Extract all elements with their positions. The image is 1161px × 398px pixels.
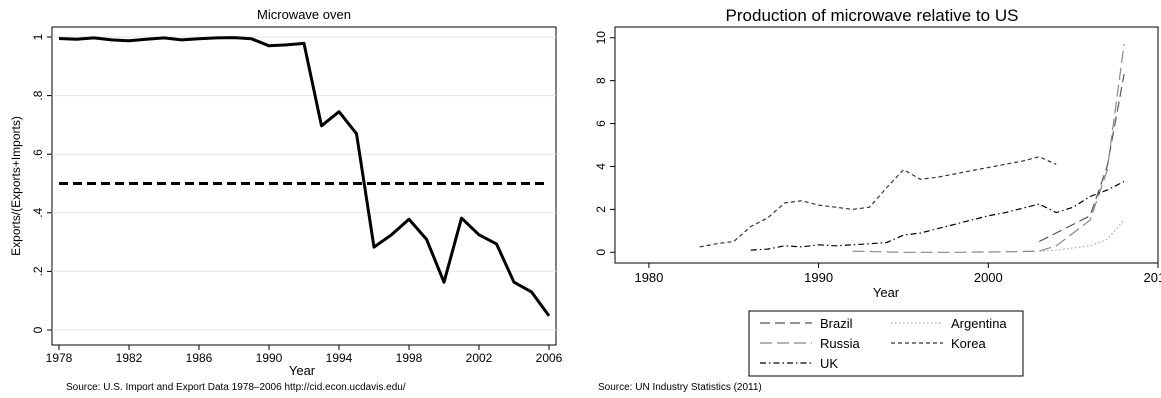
- y-axis: 0 2 4 6 8 10: [594, 31, 615, 256]
- x-tick-label: 2000: [974, 270, 1003, 285]
- y-tick-label: 10: [594, 31, 608, 45]
- y-tick-label: .4: [31, 207, 45, 217]
- production-relative-to-us-chart: 0 2 4 6 8 10 1980 1990 2000 2010 Production of m…: [594, 6, 1161, 393]
- x-tick-label: 1990: [804, 270, 833, 285]
- x-tick-label: 1986: [186, 351, 213, 365]
- x-tick-label: 2006: [536, 351, 563, 365]
- legend: Brazil Argentina Russia Korea UK: [748, 310, 1024, 377]
- y-tick-label: 4: [594, 163, 608, 170]
- y-tick-label: 8: [594, 77, 608, 84]
- x-axis-label: Year: [873, 285, 900, 300]
- gridlines: [52, 36, 556, 331]
- legend-label: Brazil: [820, 316, 853, 331]
- y-tick-label: .6: [31, 149, 45, 159]
- x-tick-label: 2010: [1144, 270, 1161, 285]
- plot-frame: [51, 26, 557, 346]
- y-tick-label: 2: [594, 206, 608, 213]
- plot-lines: [58, 36, 551, 317]
- x-tick-label: 1978: [46, 351, 73, 365]
- series-line-uk: [750, 180, 1125, 251]
- y-tick-label: 0: [594, 249, 608, 256]
- x-axis: 1980 1990 2000 2010: [634, 263, 1161, 285]
- legend-label: Russia: [820, 336, 861, 351]
- y-axis: 0 .2 .4 .6 .8 1: [31, 33, 52, 333]
- legend-label: UK: [820, 356, 838, 371]
- source-note: Source: U.S. Import and Export Data 1978…: [66, 382, 406, 393]
- y-axis-label: Exports/(Exports+Imports): [9, 116, 23, 256]
- chart-title: Production of microwave relative to US: [726, 6, 1019, 25]
- series-line-russia: [852, 44, 1125, 253]
- series-line-brazil: [1038, 74, 1125, 243]
- x-axis: 1978 1982 1986 1990 1994 1998 2002 2006: [46, 345, 563, 365]
- x-tick-label: 1998: [396, 351, 423, 365]
- legend-label: Argentina: [951, 316, 1007, 331]
- microwave-oven-chart: 0 .2 .4 .6 .8 1 1978 1982 1986 1990 1994 1998 2002 2…: [9, 7, 563, 393]
- series-line-argentina: [1039, 219, 1125, 252]
- x-tick-label: 1990: [256, 351, 283, 365]
- x-tick-label: 2002: [466, 351, 493, 365]
- series-line-korea: [699, 156, 1057, 248]
- plot-frame: [614, 26, 1159, 264]
- y-tick-label: 6: [594, 120, 608, 127]
- legend-label: Korea: [951, 336, 986, 351]
- y-tick-label: .2: [31, 266, 45, 276]
- chart-title: Microwave oven: [257, 7, 351, 22]
- plot-lines: [699, 44, 1125, 253]
- x-axis-label: Year: [289, 363, 316, 378]
- x-tick-label: 1982: [116, 351, 143, 365]
- series-line: [58, 36, 551, 317]
- x-tick-label: 1994: [326, 351, 353, 365]
- y-tick-label: 0: [31, 326, 45, 333]
- y-tick-label: 1: [31, 33, 45, 40]
- source-note: Source: UN Industry Statistics (2011): [598, 382, 762, 393]
- y-tick-label: .8: [31, 90, 45, 100]
- x-tick-label: 1980: [634, 270, 663, 285]
